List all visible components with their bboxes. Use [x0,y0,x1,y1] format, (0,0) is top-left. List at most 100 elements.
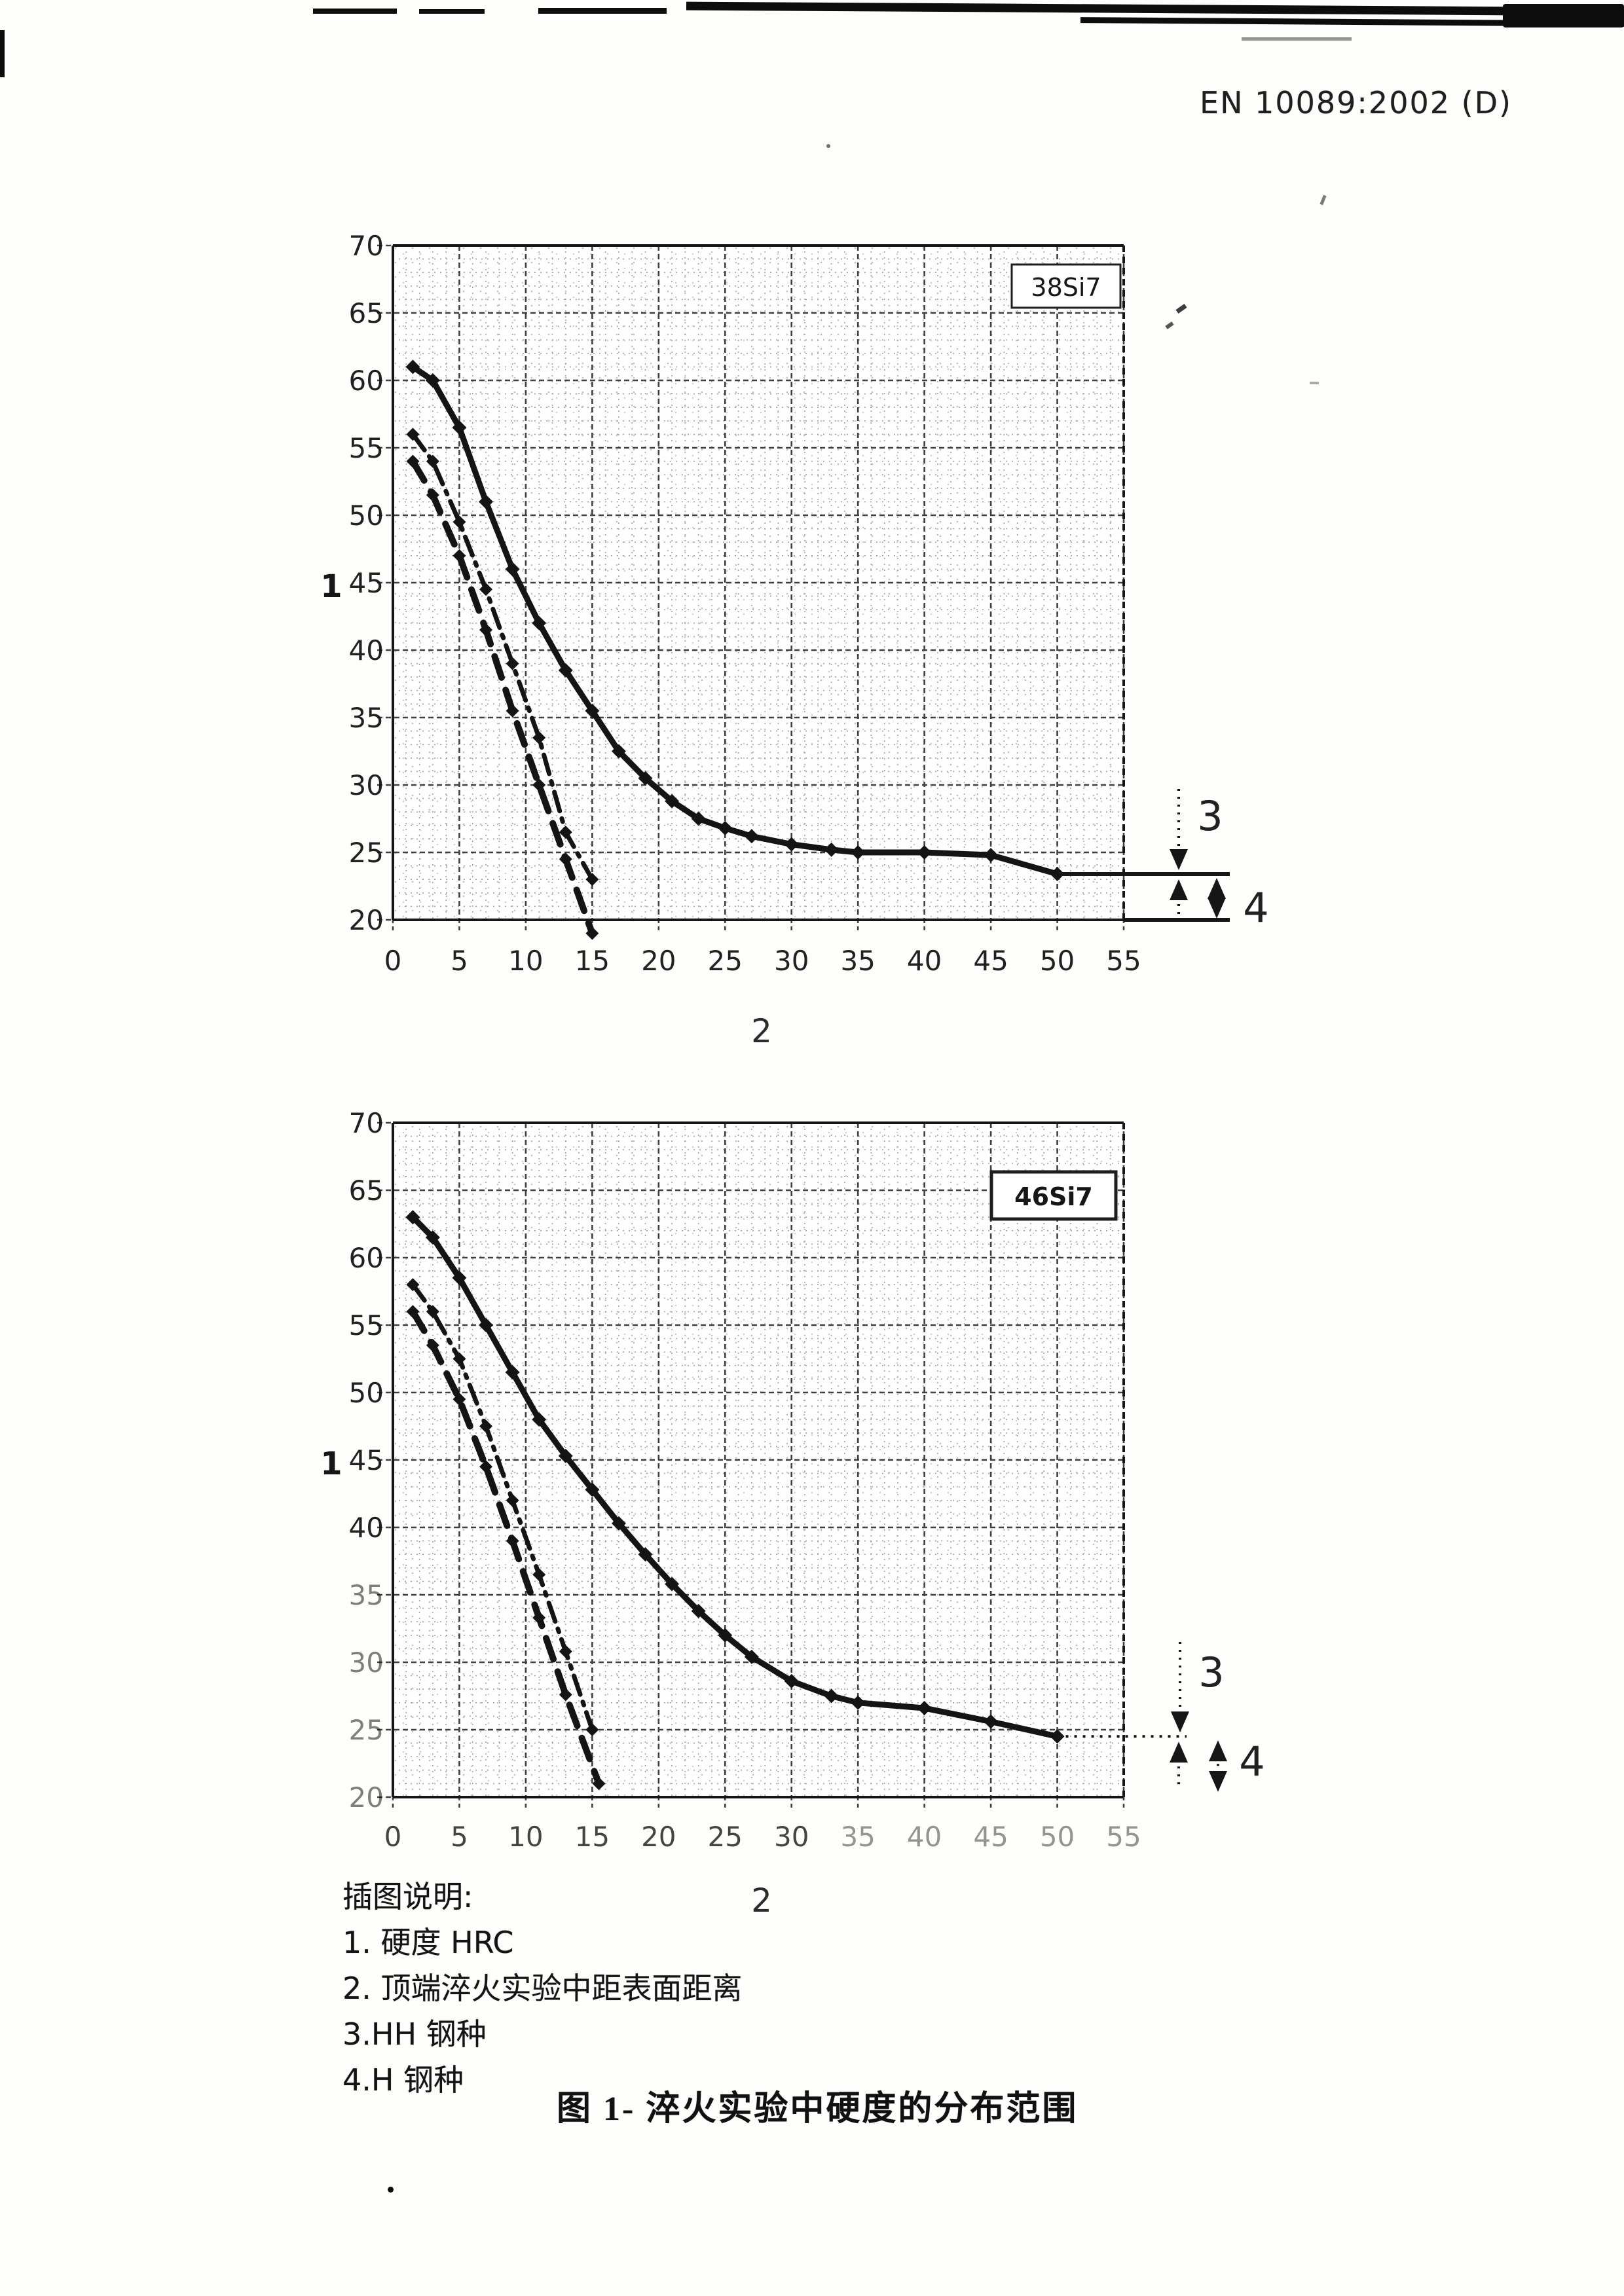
grade-label-box: 46Si7 [989,1170,1118,1221]
data-point-marker [426,1305,439,1319]
x-axis-label: 2 [751,1012,772,1050]
series-hardness-min-HH [406,428,599,886]
data-point-marker [452,1393,466,1406]
data-point-marker [479,1318,494,1332]
x-tick-label: 50 [1040,1821,1075,1853]
scan-artifact [826,144,830,148]
data-point-marker [452,549,466,562]
data-point-marker [718,820,733,835]
data-point-marker [405,1210,420,1225]
arrowhead-up [1208,877,1226,899]
data-point-marker [611,744,626,759]
x-tick-label: 55 [1106,1821,1141,1853]
plot-frame [392,244,1125,921]
series-hardness-min-H-markers [406,454,599,940]
y-tick-label: 20 [349,904,384,936]
x-tick-label: 5 [451,1821,468,1853]
data-point-marker [506,704,519,718]
data-point-marker [917,1701,932,1716]
scan-artifact [419,9,485,14]
data-point-marker [592,1777,606,1791]
y-tick-label: 30 [349,769,384,801]
series-hardness-max-markers [405,1210,1065,1744]
data-point-marker [559,1688,572,1702]
data-point-marker [406,1278,420,1292]
series-hardness-max [405,359,1065,881]
y-tick-label: 30 [349,1647,384,1679]
figure-legend-title: 插图说明: [342,1879,473,1914]
data-point-marker [425,373,440,388]
scan-artifact [1242,37,1352,41]
data-point-marker [532,615,547,630]
x-tick-label: 0 [384,1821,402,1853]
y-tick-label: 55 [349,432,384,464]
data-point-marker [452,1352,466,1366]
y-tick-label: 45 [349,1444,384,1476]
y-tick-label: 60 [349,365,384,397]
data-point-marker [611,1516,626,1531]
data-point-marker [559,826,572,839]
band-annotation-4: 4 [1243,884,1268,932]
figure-caption: 图 1- 淬火实验中硬度的分布范围 [557,2090,1079,2128]
legend-item: 3.HH 钢种 [342,2016,487,2052]
series-hardness-min-H-line [409,1308,602,1787]
x-tick-label: 35 [840,945,875,977]
data-point-marker [718,1628,733,1643]
data-point-marker [479,1460,493,1474]
plot-area [393,246,1124,920]
arrowhead-up [1209,1740,1227,1762]
x-tick-label: 10 [508,1821,543,1853]
data-point-marker [405,359,420,374]
x-tick-label: 0 [384,945,402,977]
grade-label-box: 38Si7 [1010,263,1122,309]
figure-legend: 插图说明: 1. 硬度 HRC 2. 顶端淬火实验中距表面距离 3.HH 钢种 … [342,1874,743,2103]
series-hardness-min-H-markers [406,1305,606,1791]
data-point-marker [506,1534,519,1548]
data-point-marker [558,663,573,678]
data-point-marker [406,454,420,468]
y-axis-label: 1 [320,1446,342,1482]
band-annotation-3: 3 [1198,1649,1224,1696]
arrowhead-up [1170,1741,1188,1763]
x-tick-label: 25 [708,945,743,977]
data-point-marker [532,731,546,744]
y-tick-label: 55 [349,1309,384,1341]
data-point-marker [638,771,653,786]
data-point-marker [559,1645,572,1658]
data-point-marker [665,793,680,809]
data-point-marker [452,1270,467,1285]
data-point-marker [917,845,932,860]
grade-label: 38Si7 [1031,273,1101,302]
series-hardness-min-HH-markers [406,1278,599,1736]
data-point-marker [506,1493,519,1507]
series-hardness-max-markers [405,359,1065,881]
data-point-marker [452,515,466,529]
data-point-marker [691,1603,706,1618]
data-point-marker [479,623,493,637]
scan-artifact [388,2187,394,2193]
y-tick-label: 50 [349,1377,384,1409]
y-tick-label: 70 [349,230,384,262]
data-point-marker [824,842,839,857]
data-point-marker [532,1568,546,1582]
band-extension [1057,871,1230,922]
arrowhead-down [1209,1771,1227,1792]
scan-artifact [538,8,667,14]
data-point-marker [479,494,494,509]
y-tick-label: 35 [349,702,384,734]
series-hardness-min-H-line [409,458,596,937]
data-point-marker [532,778,546,792]
arrowhead-up [1170,879,1188,900]
data-point-marker [426,1338,439,1352]
data-point-marker [558,1448,573,1463]
data-point-marker [784,837,799,852]
data-point-marker [505,1365,520,1380]
y-tick-label: 65 [349,297,384,329]
x-axis-label: 2 [751,1882,772,1920]
x-tick-label: 10 [508,945,543,977]
data-point-marker [744,1649,759,1664]
x-tick-label: 30 [774,945,809,977]
